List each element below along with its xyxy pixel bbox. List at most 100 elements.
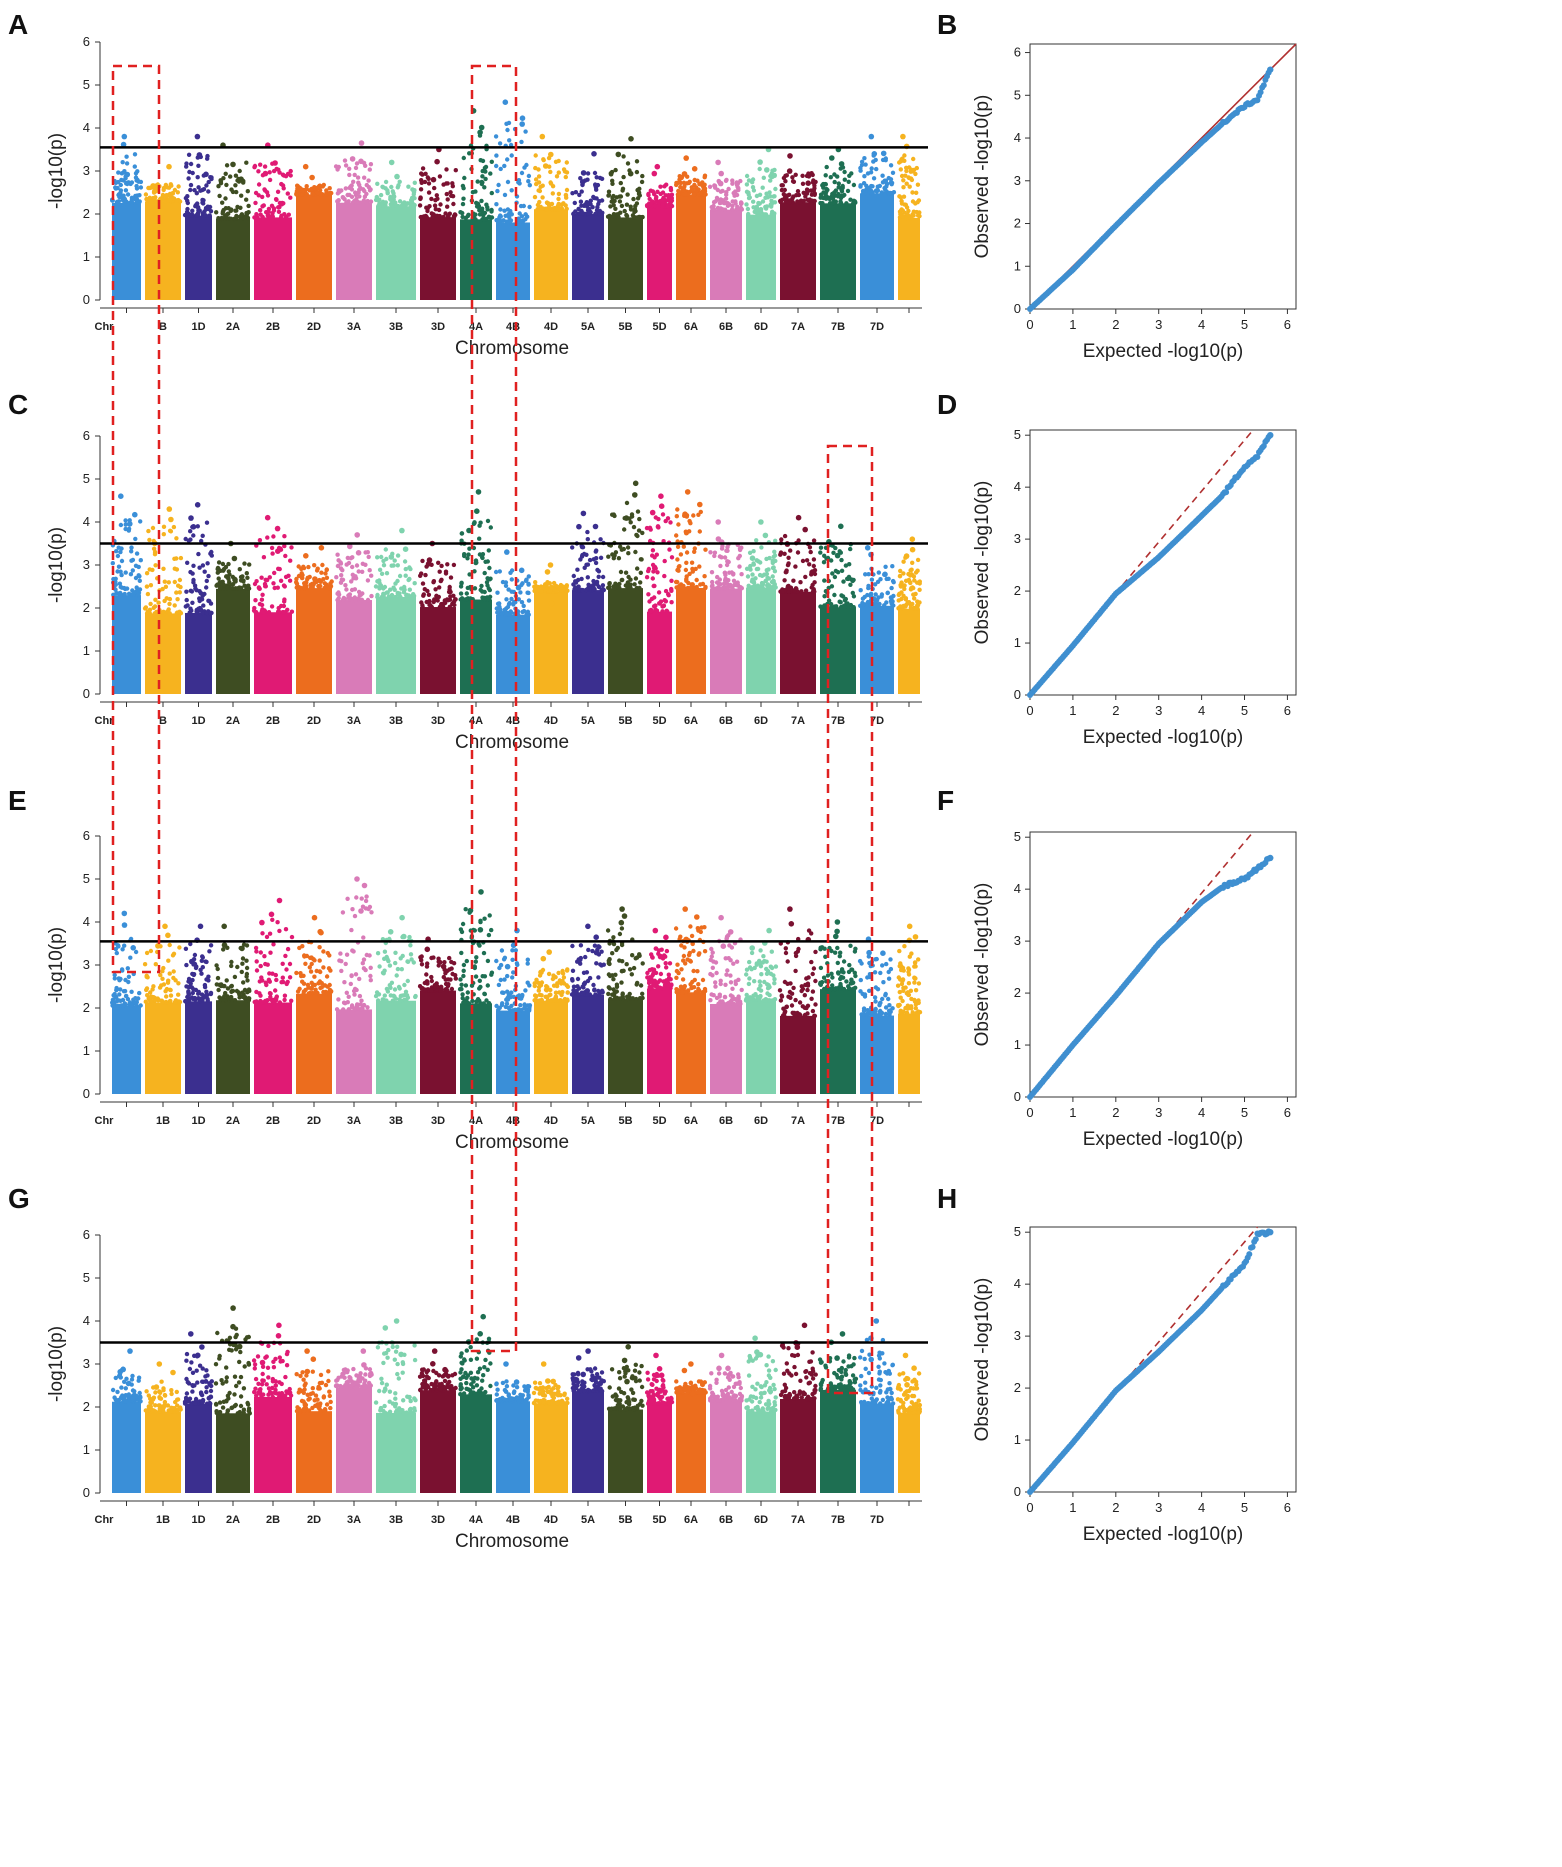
snp-point	[631, 524, 637, 530]
snp-peak-point	[221, 923, 227, 930]
chromosome-band	[570, 510, 606, 694]
snp-point	[697, 529, 702, 534]
snp-point	[190, 170, 195, 176]
snp-peak-point	[834, 552, 841, 559]
snp-point	[215, 966, 220, 972]
snp-point	[890, 564, 895, 569]
snp-point	[751, 580, 757, 586]
snp-point	[818, 550, 823, 555]
snp-point	[262, 581, 268, 587]
snp-point	[807, 562, 812, 567]
snp-point	[260, 592, 265, 597]
snp-point	[230, 988, 236, 994]
snp-point	[228, 208, 234, 213]
snp-point	[113, 186, 119, 191]
snp-point	[717, 207, 723, 212]
snp-point	[301, 991, 306, 996]
snp-peak-point	[121, 922, 128, 928]
snp-point	[381, 558, 386, 564]
snp-point	[261, 203, 266, 208]
snp-density	[185, 612, 212, 694]
snp-point	[735, 184, 740, 190]
snp-point	[686, 952, 692, 958]
snp-point	[256, 182, 262, 187]
snp-point	[247, 562, 252, 567]
snp-point	[176, 992, 181, 997]
snp-peak-point	[652, 927, 659, 934]
snp-point	[811, 538, 817, 543]
snp-point	[822, 946, 827, 951]
snp-point	[347, 172, 352, 178]
snp-point	[811, 557, 817, 562]
snp-point	[586, 947, 591, 953]
snp-point	[349, 1004, 355, 1010]
chromosome-label: 2B	[266, 715, 280, 727]
snp-peak-point	[757, 159, 763, 165]
snp-point	[352, 198, 357, 204]
snp-point	[860, 596, 866, 601]
snp-point	[669, 578, 674, 583]
snp-point	[660, 512, 666, 517]
snp-point	[254, 989, 259, 995]
snp-point	[436, 560, 441, 565]
snp-point	[206, 179, 211, 185]
snp-point	[216, 216, 221, 221]
snp-point	[151, 189, 157, 194]
snp-point	[200, 563, 206, 568]
snp-point	[375, 998, 381, 1003]
snp-point	[852, 949, 858, 954]
snp-point	[258, 963, 263, 969]
chromosome-band	[645, 927, 674, 1094]
snp-point	[535, 207, 540, 212]
snp-point	[577, 957, 582, 963]
snp-point	[461, 968, 466, 973]
snp-point	[200, 211, 205, 216]
snp-point	[489, 209, 494, 214]
snp-point	[241, 579, 246, 584]
snp-peak-point	[355, 550, 362, 556]
snp-point	[362, 188, 367, 194]
snp-point	[478, 587, 483, 593]
snp-point	[634, 955, 640, 960]
snp-point	[519, 600, 525, 605]
snp-point	[172, 187, 178, 193]
snp-point	[845, 188, 851, 194]
snp-point	[449, 986, 455, 992]
snp-point	[650, 576, 655, 581]
snp-point	[513, 948, 518, 953]
snp-point	[132, 152, 138, 157]
snp-point	[432, 185, 437, 191]
snp-point	[162, 579, 167, 584]
snp-point	[375, 555, 380, 560]
snp-point	[509, 577, 514, 582]
snp-peak-point	[311, 914, 318, 921]
snp-point	[764, 556, 769, 562]
snp-point	[167, 596, 173, 602]
snp-point	[173, 998, 179, 1003]
snp-peak-point	[548, 151, 554, 158]
snp-point	[606, 193, 611, 198]
snp-point	[629, 972, 634, 977]
snp-point	[871, 176, 877, 181]
snp-point	[443, 977, 448, 982]
snp-point	[462, 552, 467, 557]
snp-point	[134, 1003, 139, 1008]
chromosome-label: 5A	[581, 715, 595, 727]
snp-point	[878, 970, 883, 976]
chromosome-label: 6B	[719, 321, 733, 333]
snp-point	[465, 990, 470, 995]
snp-point	[344, 990, 349, 995]
snp-point	[871, 159, 876, 164]
snp-point	[214, 210, 219, 215]
snp-point	[459, 950, 464, 956]
snp-point	[487, 565, 492, 571]
snp-point	[395, 563, 400, 568]
snp-point	[594, 961, 599, 966]
snp-point	[269, 203, 275, 208]
snp-point	[393, 581, 398, 586]
snp-point	[239, 969, 244, 975]
snp-point	[367, 188, 373, 193]
snp-point	[460, 201, 466, 207]
snp-point	[772, 585, 777, 590]
snp-point	[520, 992, 525, 998]
